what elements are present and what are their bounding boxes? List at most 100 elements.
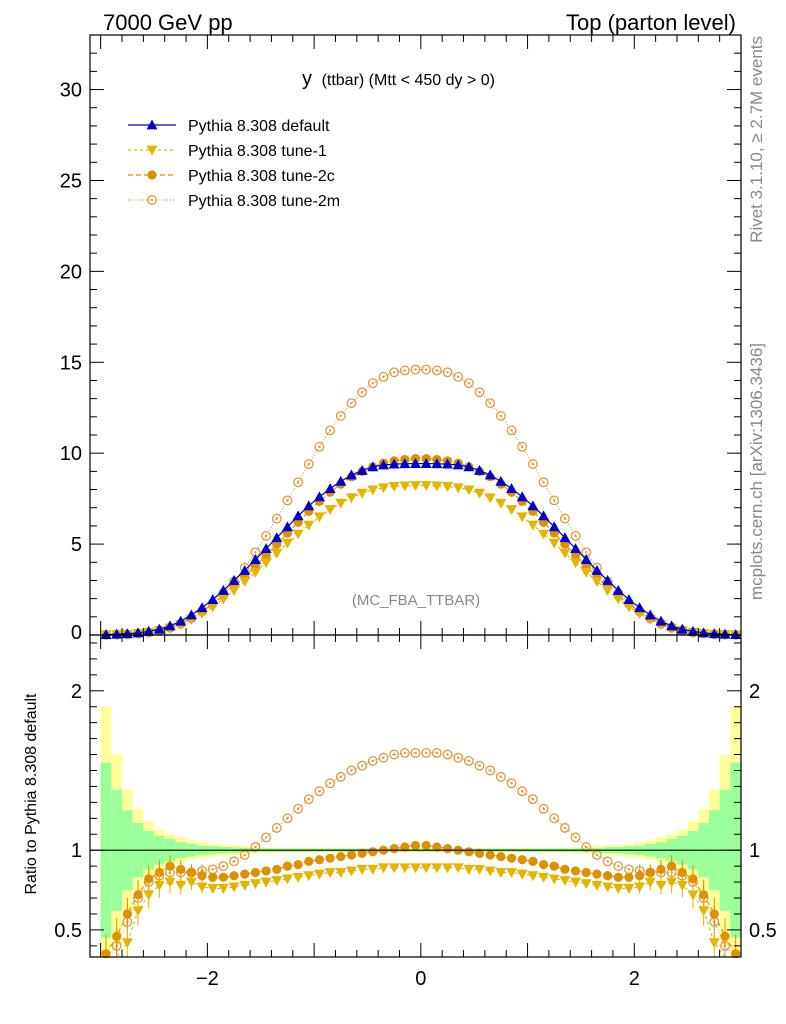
marker-main-tune2m-dot (382, 375, 385, 379)
series-tune1 (100, 481, 742, 958)
marker-main-tune1 (602, 586, 614, 596)
marker-ratio-tune2c (293, 859, 303, 870)
legend-entry-tune2m: Pythia 8.308 tune-2m (128, 193, 340, 210)
marker-ratio-tune2m-dot (574, 836, 577, 839)
main-ytick-label: 0 (71, 622, 82, 644)
marker-main-tune1 (559, 548, 571, 559)
marker-main-tune1 (335, 498, 347, 509)
marker-main-default (345, 469, 357, 480)
marker-ratio-tune2m (613, 861, 624, 872)
plot-title-sub: (ttbar) (Mtt < 450 dy > 0) (322, 72, 495, 89)
marker-main-tune2c (261, 550, 271, 560)
marker-ratio-tune1 (687, 890, 699, 901)
marker-main-default (239, 564, 251, 575)
marker-ratio-tune2c (442, 844, 453, 854)
ratio-ytick-label-right: 2 (749, 681, 760, 703)
marker-main-default (399, 458, 411, 469)
marker-main-tune1 (303, 520, 315, 531)
series-layer (100, 364, 742, 959)
marker-main-default (185, 609, 197, 620)
ratio-xtick-label: −2 (196, 968, 219, 990)
marker-main-tune1 (377, 483, 389, 494)
marker-ratio-tune2m-dot (243, 853, 246, 857)
marker-ratio-tune2c (229, 871, 239, 881)
marker-ratio-tune1 (239, 880, 251, 891)
marker-main-default (463, 461, 475, 472)
marker-ratio-tune2m (271, 822, 282, 833)
marker-ratio-tune2m-dot (446, 753, 449, 756)
marker-ratio-tune1 (516, 869, 528, 880)
marker-ratio-tune2m (495, 771, 506, 782)
marker-main-default (484, 469, 496, 480)
marker-main-tune1 (580, 567, 592, 578)
energy-label: 7000 GeV pp (103, 10, 233, 35)
marker-main-default (196, 602, 208, 613)
marker-main-tune2m (549, 495, 560, 506)
main-ytick-label: 15 (60, 352, 82, 374)
marker-ratio-tune1 (591, 880, 603, 891)
marker-main-tune2m (431, 365, 442, 376)
marker-ratio-tune1 (132, 906, 144, 917)
marker-ratio-tune2m (431, 748, 442, 758)
marker-ratio-tune1 (484, 866, 496, 877)
marker-main-tune2m-dot (489, 401, 492, 405)
marker-ratio-tune2m-dot (264, 836, 268, 839)
marker-main-tune2m (314, 441, 325, 452)
marker-ratio-tune1 (676, 880, 688, 891)
marker-ratio-tune2m-dot (478, 764, 481, 767)
marker-ratio-tune2c (464, 847, 474, 857)
marker-main-tune2m (485, 398, 496, 409)
marker-ratio-tune2c (122, 909, 132, 919)
marker-main-tune2m (399, 365, 410, 376)
marker-ratio-tune1 (452, 863, 464, 874)
marker-ratio-tune2m-dot (371, 759, 375, 763)
marker-ratio-tune2m-dot (296, 807, 300, 810)
marker-main-tune1 (420, 481, 432, 492)
marker-ratio-tune2m (527, 794, 538, 805)
marker-ratio-tune2c (624, 872, 634, 882)
marker-main-tune2m (357, 387, 368, 398)
marker-ratio-tune2m-dot (360, 764, 364, 767)
legend-label-default: Pythia 8.308 default (188, 118, 330, 135)
marker-ratio-tune2m-dot (489, 769, 492, 772)
legend-marker-tune1 (146, 145, 158, 156)
marker-main-tune2m-dot (392, 371, 396, 374)
marker-ratio-tune1 (303, 871, 315, 882)
marker-ratio-tune1 (708, 938, 720, 949)
marker-ratio-tune2c (346, 850, 357, 860)
marker-ratio-tune2m-dot (521, 790, 524, 793)
marker-ratio-tune1 (153, 880, 165, 891)
marker-main-tune2m (303, 459, 314, 470)
marker-ratio-tune2c (432, 842, 442, 852)
main-ytick-label: 10 (60, 443, 82, 465)
marker-ratio-tune2c (421, 840, 431, 851)
marker-main-tune2m-dot (296, 481, 300, 484)
marker-ratio-tune2c (720, 931, 730, 941)
marker-main-tune2m-dot (339, 414, 342, 418)
marker-ratio-tune1 (367, 864, 379, 875)
marker-ratio-tune2c (357, 848, 367, 858)
marker-main-tune2m (346, 398, 357, 409)
marker-main-default (388, 458, 400, 469)
marker-ratio-tune1 (377, 863, 389, 874)
marker-ratio-tune2m (314, 786, 325, 797)
marker-ratio-tune1 (548, 874, 560, 885)
marker-main-default (271, 532, 283, 543)
marker-main-tune2m-dot (414, 368, 417, 371)
marker-main-tune1 (484, 493, 496, 504)
marker-ratio-tune2m (581, 842, 592, 852)
marker-ratio-tune1 (527, 871, 539, 882)
marker-main-tune2m (506, 425, 517, 436)
marker-ratio-tune2m (549, 813, 560, 824)
marker-ratio-tune2c (154, 867, 164, 878)
marker-main-tune2m-dot (403, 369, 407, 372)
marker-main-tune2m-dot (531, 462, 535, 466)
marker-main-default (612, 584, 624, 595)
marker-main-tune2m (367, 378, 378, 389)
marker-ratio-tune1 (474, 864, 486, 875)
ratio-ytick-label-right: 1 (749, 840, 760, 862)
legend: Pythia 8.308 default Pythia 8.308 tune-1 P… (128, 118, 340, 210)
marker-ratio-tune2c (389, 844, 399, 854)
marker-ratio-tune2m-dot (382, 756, 385, 759)
marker-main-default (634, 602, 646, 613)
